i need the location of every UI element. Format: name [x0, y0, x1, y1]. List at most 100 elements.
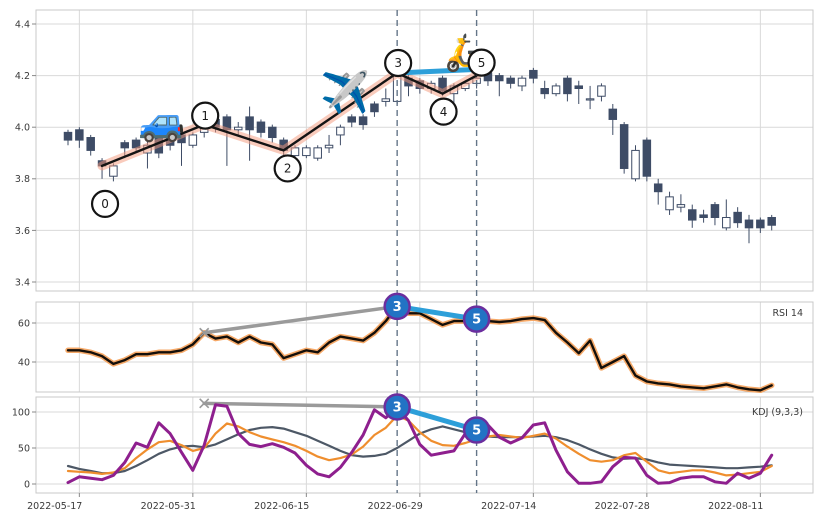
- candle-up: [517, 77, 527, 87]
- candle-down: [75, 129, 84, 141]
- candle-down: [358, 116, 368, 126]
- rsi-divergence-line: [202, 304, 399, 335]
- x-marker: [199, 398, 210, 409]
- price-panel-border: [35, 9, 814, 292]
- pivot-circle-5: [467, 48, 496, 77]
- kdj-y-tick-label: 50: [18, 443, 30, 454]
- x-axis-date-label: 2022-05-17: [27, 501, 82, 512]
- candle-up: [109, 165, 118, 177]
- rsi-pivot-marker-5: [462, 305, 491, 333]
- x-axis-date-label: 2022-07-14: [481, 501, 536, 512]
- kdj-pivot-marker-5: [462, 416, 491, 444]
- candle-up: [313, 147, 322, 159]
- price-y-tick-label: 4.2: [15, 71, 30, 82]
- candle-down: [733, 211, 742, 224]
- kdj-panel-label: KDJ (9,3,3): [752, 407, 803, 418]
- rsi-y-tick-label: 60: [18, 318, 30, 329]
- pivot-circle-4: [429, 97, 458, 126]
- rsi-pivot-marker-3: [383, 292, 411, 321]
- x-axis-date-label: 2022-07-28: [595, 501, 650, 512]
- candle-down: [370, 103, 379, 113]
- candle-down: [710, 204, 720, 219]
- candle-up: [188, 134, 198, 146]
- candle-down: [608, 108, 618, 120]
- car-emoji: 🚙: [138, 99, 185, 144]
- x-marker: [199, 327, 210, 338]
- candle-up: [631, 149, 640, 180]
- pivot-circle-label: 0: [101, 197, 109, 211]
- candle-down: [756, 219, 765, 229]
- x-axis-date-label: 2022-05-31: [141, 501, 196, 512]
- price-y-tick-label: 3.8: [15, 174, 30, 185]
- candle-down: [495, 75, 504, 82]
- pivot-circle-label: 2: [284, 162, 292, 176]
- candle-down: [120, 142, 129, 149]
- pivot-circle-label: 5: [478, 56, 486, 70]
- pivot-circle-label: 1: [201, 109, 209, 123]
- rsi-pivot-marker-label: 3: [393, 300, 402, 315]
- candle-down: [688, 209, 697, 221]
- candle-up: [234, 126, 243, 131]
- kdj-divergence-line: [202, 401, 399, 409]
- price-blue-trend-line: [394, 66, 485, 76]
- price-y-tick-label: 4.4: [15, 19, 30, 30]
- candle-down: [574, 85, 583, 89]
- candle-down: [268, 126, 277, 139]
- kdj-pivot-marker-3: [383, 393, 411, 421]
- pivot-circle-3: [384, 48, 413, 78]
- candle-up: [381, 98, 391, 102]
- price-y-tick-label: 3.4: [15, 277, 30, 288]
- candle-down: [347, 116, 356, 123]
- candle-up: [676, 204, 686, 208]
- candle-up: [597, 85, 606, 97]
- candle-down: [619, 124, 629, 169]
- rsi-pivot-marker-label: 5: [472, 313, 481, 328]
- pivot-circle-0: [90, 189, 120, 218]
- candle-down: [563, 77, 572, 95]
- kdj-panel-border: [35, 396, 814, 494]
- rsi-y-tick-label: 40: [18, 357, 30, 368]
- candle-up: [324, 144, 334, 149]
- airplane-emoji: ✈️: [320, 68, 370, 116]
- pivot-circle-2: [273, 154, 302, 183]
- zigzag-line: [100, 71, 478, 168]
- kdj-blue-trend-line: [394, 404, 480, 433]
- candle-up: [551, 85, 561, 95]
- candle-down: [744, 219, 754, 229]
- kdj-y-tick-label: 100: [12, 407, 30, 418]
- price-y-tick-label: 4.0: [15, 123, 30, 134]
- candle-down: [256, 121, 266, 133]
- candle-down: [540, 88, 549, 95]
- candle-down: [767, 217, 776, 226]
- kdj-y-tick-label: 0: [24, 479, 30, 490]
- candle-up: [336, 126, 345, 136]
- rsi-panel-border: [35, 301, 814, 393]
- candle-down: [63, 131, 73, 141]
- kdj-k-line: [66, 414, 773, 477]
- candle-up: [722, 217, 731, 229]
- kdj-j-line: [66, 403, 774, 485]
- candle-up: [585, 98, 595, 101]
- candle-down: [86, 137, 95, 151]
- candle-down: [506, 77, 515, 84]
- candle-down: [245, 116, 254, 131]
- x-axis-date-label: 2022-06-29: [368, 501, 423, 512]
- x-axis-date-label: 2022-06-15: [254, 501, 309, 512]
- price-y-tick-label: 3.6: [15, 226, 30, 237]
- candle-down: [642, 139, 652, 177]
- candle-down: [529, 69, 538, 79]
- candle-up: [665, 196, 674, 211]
- x-axis-date-label: 2022-08-11: [708, 501, 763, 512]
- pivot-circle-1: [191, 101, 220, 130]
- rsi-line: [66, 305, 773, 392]
- candle-down: [699, 214, 708, 218]
- kdj-pivot-marker-label: 5: [472, 424, 481, 439]
- candle-up: [302, 147, 311, 157]
- rsi-panel-label: RSI 14: [772, 308, 803, 319]
- pivot-circle-label: 4: [440, 105, 448, 119]
- candle-down: [653, 183, 663, 193]
- pivot-circle-label: 3: [394, 56, 402, 70]
- kdj-pivot-marker-label: 3: [393, 401, 402, 416]
